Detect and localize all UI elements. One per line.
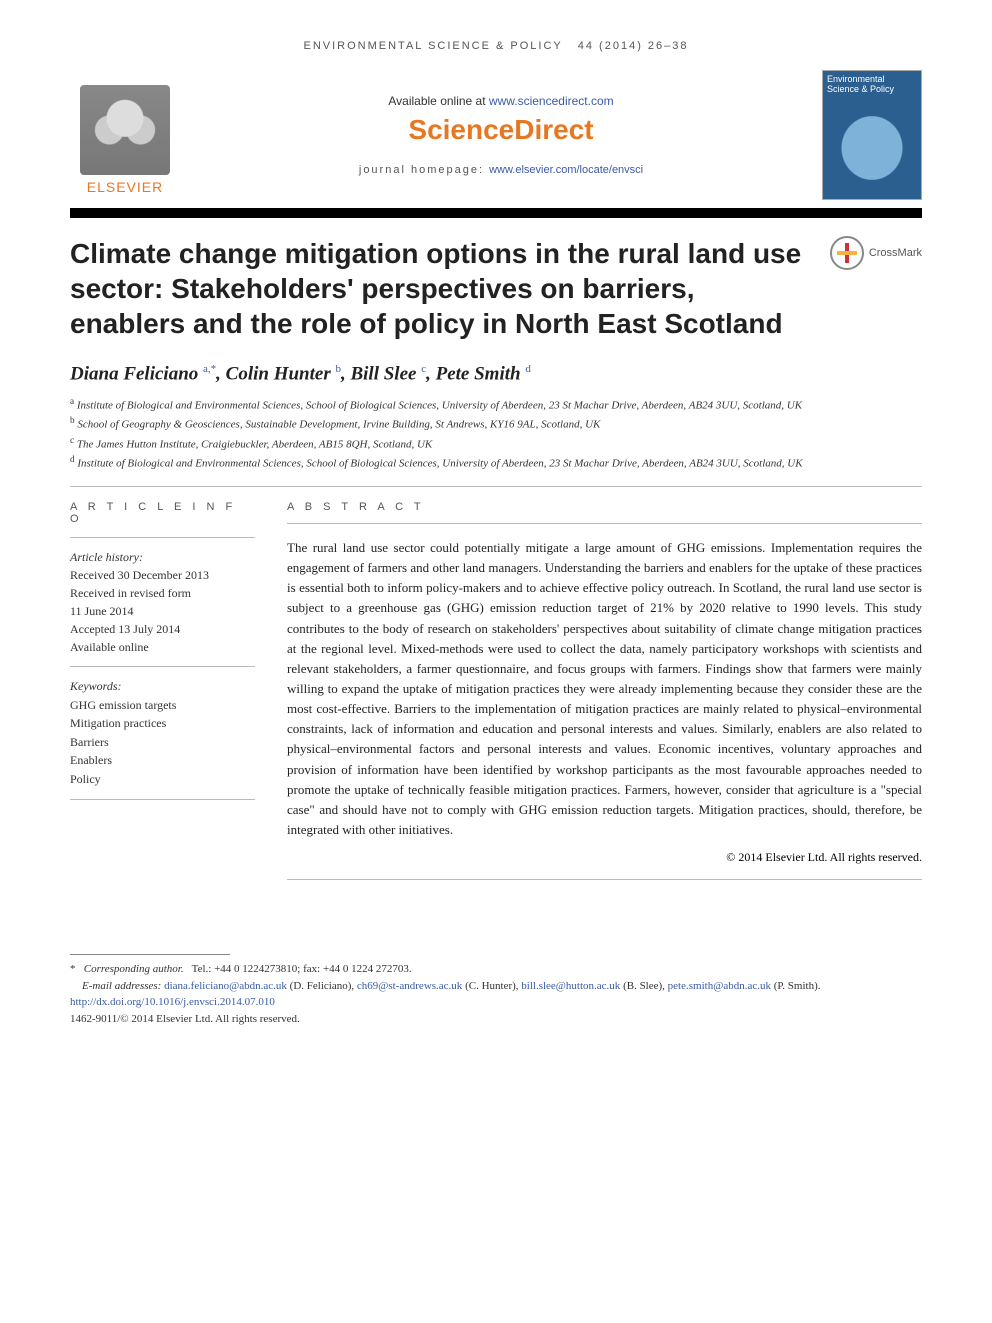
history-line: Received in revised form — [70, 584, 255, 602]
elsevier-logo[interactable]: ELSEVIER — [70, 75, 180, 195]
sidebar-divider — [70, 799, 255, 800]
keyword-item: Enablers — [70, 751, 255, 770]
elsevier-word: ELSEVIER — [87, 179, 163, 195]
keyword-item: GHG emission targets — [70, 696, 255, 715]
journal-homepage-line: journal homepage: www.elsevier.com/locat… — [180, 164, 822, 176]
keyword-item: Policy — [70, 770, 255, 789]
footnotes: * Corresponding author. Tel.: +44 0 1224… — [70, 961, 922, 1027]
history-line: 11 June 2014 — [70, 602, 255, 620]
keyword-item: Barriers — [70, 733, 255, 752]
journal-cover-thumbnail[interactable]: Environmental Science & Policy — [822, 70, 922, 200]
abstract-column: A B S T R A C T The rural land use secto… — [287, 501, 922, 894]
crossmark-icon — [830, 236, 864, 270]
abstract-copyright: © 2014 Elsevier Ltd. All rights reserved… — [287, 850, 922, 865]
email-link[interactable]: pete.smith@abdn.ac.uk — [668, 980, 771, 992]
center-banner: Available online at www.sciencedirect.co… — [180, 94, 822, 176]
elsevier-tree-icon — [80, 85, 170, 175]
available-online-line: Available online at www.sciencedirect.co… — [180, 94, 822, 108]
affiliation-line: c The James Hutton Institute, Craigiebuc… — [70, 434, 922, 453]
email-link[interactable]: bill.slee@hutton.ac.uk — [521, 980, 620, 992]
keywords-block: Keywords: GHG emission targetsMitigation… — [70, 677, 255, 789]
article-title: Climate change mitigation options in the… — [70, 236, 814, 341]
email-addresses-line: E-mail addresses: diana.feliciano@abdn.a… — [70, 978, 922, 995]
affiliation-line: b School of Geography & Geosciences, Sus… — [70, 414, 922, 433]
section-divider — [70, 486, 922, 487]
running-journal: ENVIRONMENTAL SCIENCE & POLICY — [304, 40, 563, 52]
history-line: Accepted 13 July 2014 — [70, 620, 255, 638]
affiliations: a Institute of Biological and Environmen… — [70, 395, 922, 472]
article-history: Article history: Received 30 December 20… — [70, 548, 255, 656]
abstract-bottom-divider — [287, 879, 922, 880]
history-line: Received 30 December 2013 — [70, 566, 255, 584]
corresponding-author-line: * Corresponding author. Tel.: +44 0 1224… — [70, 961, 922, 978]
journal-cover-title: Environmental Science & Policy — [827, 75, 917, 95]
journal-cover-image — [827, 101, 917, 195]
keyword-item: Mitigation practices — [70, 714, 255, 733]
article-history-label: Article history: — [70, 548, 255, 566]
journal-homepage-link[interactable]: www.elsevier.com/locate/envsci — [489, 164, 643, 176]
email-link[interactable]: diana.feliciano@abdn.ac.uk — [164, 980, 287, 992]
doi-link[interactable]: http://dx.doi.org/10.1016/j.envsci.2014.… — [70, 996, 275, 1008]
issn-copyright-line: 1462-9011/© 2014 Elsevier Ltd. All right… — [70, 1011, 922, 1028]
keywords-label: Keywords: — [70, 677, 255, 696]
doi-line: http://dx.doi.org/10.1016/j.envsci.2014.… — [70, 994, 922, 1011]
abstract-heading: A B S T R A C T — [287, 501, 922, 513]
top-banner: ELSEVIER Available online at www.science… — [70, 70, 922, 200]
history-line: Available online — [70, 638, 255, 656]
abstract-text: The rural land use sector could potentia… — [287, 538, 922, 840]
sciencedirect-link[interactable]: www.sciencedirect.com — [489, 94, 614, 108]
affiliation-line: d Institute of Biological and Environmen… — [70, 453, 922, 472]
article-info-heading: A R T I C L E I N F O — [70, 501, 255, 525]
running-citation: 44 (2014) 26–38 — [578, 40, 689, 52]
sidebar-divider — [70, 666, 255, 667]
crossmark-badge[interactable]: CrossMark — [830, 236, 922, 270]
article-info-sidebar: A R T I C L E I N F O Article history: R… — [70, 501, 255, 894]
email-link[interactable]: ch69@st-andrews.ac.uk — [357, 980, 462, 992]
sidebar-divider — [70, 537, 255, 538]
sciencedirect-logo[interactable]: ScienceDirect — [180, 114, 822, 146]
affiliation-line: a Institute of Biological and Environmen… — [70, 395, 922, 414]
author-list: Diana Feliciano a,*, Colin Hunter b, Bil… — [70, 363, 922, 385]
footnote-divider — [70, 954, 230, 955]
divider-bar — [70, 208, 922, 218]
abstract-top-divider — [287, 523, 922, 524]
crossmark-label: CrossMark — [869, 247, 922, 259]
running-head: ENVIRONMENTAL SCIENCE & POLICY 44 (2014)… — [70, 40, 922, 52]
